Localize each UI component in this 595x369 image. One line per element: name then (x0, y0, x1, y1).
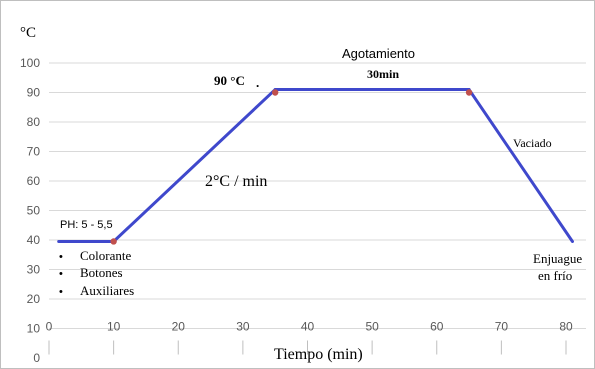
annotation-rinse-line2: en frío (538, 268, 572, 283)
annotation-plateau-time: 30min (367, 67, 399, 81)
bullet-botones: Botones (80, 265, 123, 280)
annotation-top-temp-dot: . (256, 75, 259, 90)
bullet-colorante: Colorante (80, 248, 131, 263)
annotation-top-temp: 90 °C (214, 73, 245, 88)
y-tick-label: 0 (33, 351, 40, 365)
bullet-auxiliares: Auxiliares (80, 283, 134, 298)
y-axis-label: °C (20, 25, 36, 41)
annotation-ph: PH: 5 - 5,5 (60, 219, 113, 231)
series-segment (112, 88, 277, 243)
y-tick-label: 30 (27, 263, 41, 277)
annotation-drain: Vaciado (513, 136, 552, 150)
x-axis-tick-bars (48, 340, 567, 355)
y-tick-label: 40 (27, 233, 41, 247)
annotation-rate: 2°C / min (205, 173, 267, 190)
series-segment (467, 88, 574, 243)
y-tick-label: 100 (20, 56, 40, 70)
y-tick-label: 80 (27, 115, 41, 129)
x-tick-label: 70 (495, 320, 509, 334)
y-tick-label: 10 (27, 322, 41, 336)
temperature-series (57, 88, 574, 243)
x-tick-label: 50 (365, 320, 379, 334)
y-tick-label: 90 (27, 86, 41, 100)
x-tick-label: 40 (301, 320, 315, 334)
x-tick-label: 0 (46, 320, 53, 334)
x-tick-label: 30 (236, 320, 250, 334)
data-point-marker (271, 89, 279, 96)
x-tick-label: 60 (430, 320, 444, 334)
y-tick-label: 50 (27, 204, 41, 218)
data-point-marker (110, 238, 117, 245)
horizontal-gridlines (49, 62, 586, 329)
annotation-rinse-line1: Enjuague (533, 251, 582, 266)
process-point-markers (110, 89, 473, 245)
y-tick-label: 70 (27, 145, 41, 159)
x-tick-label: 10 (107, 320, 121, 334)
x-axis-tick-labels: 0 10 20 30 40 50 60 70 80 (46, 320, 573, 334)
annotation-plateau-title: Agotamiento (342, 46, 415, 61)
bullet-glyph: • (59, 286, 63, 298)
data-point-marker (465, 89, 473, 96)
bullet-glyph: • (59, 251, 63, 263)
bullet-glyph: • (59, 268, 63, 280)
y-tick-label: 20 (27, 292, 41, 306)
y-tick-label: 60 (27, 174, 41, 188)
x-tick-label: 20 (172, 320, 186, 334)
x-tick-label: 80 (559, 320, 573, 334)
x-axis-label: Tiempo (min) (274, 346, 363, 363)
